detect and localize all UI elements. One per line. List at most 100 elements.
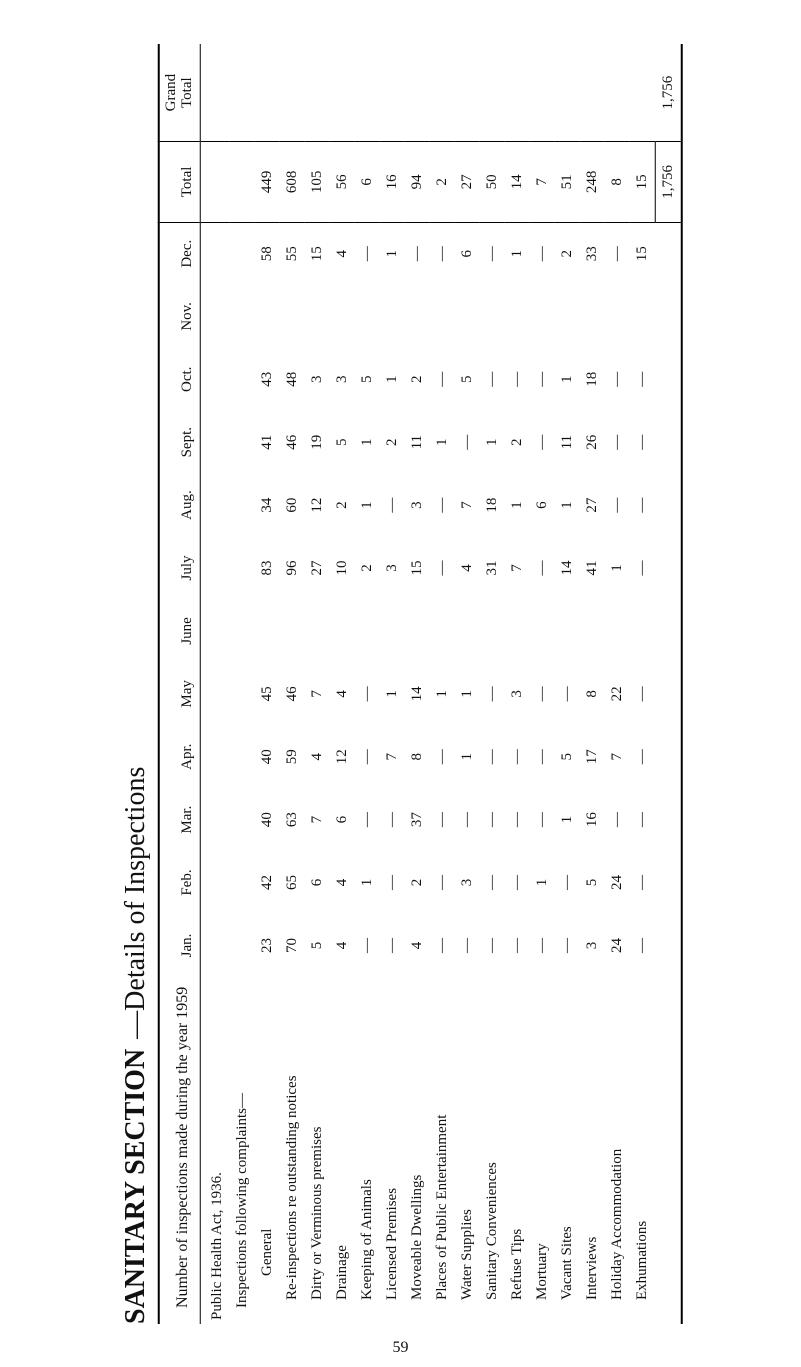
cell: — [479, 788, 504, 851]
cell [554, 284, 579, 347]
col-feb: Feb. [158, 851, 199, 914]
cell: 31 [479, 536, 504, 599]
cell: — [479, 222, 504, 285]
cell: 3 [304, 347, 329, 410]
row-label: Vacant Sites [554, 976, 579, 1323]
cell: — [504, 913, 529, 976]
grand-total: 1,756 [654, 44, 681, 142]
cell: 1 [379, 222, 404, 285]
cell: 12 [329, 725, 354, 788]
cell [429, 599, 454, 662]
cell: — [629, 536, 655, 599]
table-row: Sanitary Conveniences—————31181——50 [479, 44, 504, 1324]
cell: 12 [304, 473, 329, 536]
cell: — [479, 662, 504, 725]
cell: — [529, 347, 554, 410]
cell: 4 [329, 851, 354, 914]
cell: 1 [354, 851, 379, 914]
cell: 1 [354, 410, 379, 473]
cell: 11 [554, 410, 579, 473]
cell-grand [529, 44, 554, 142]
cell: — [629, 788, 655, 851]
col-grand-total: Grand Total [158, 44, 199, 142]
cell: 8 [404, 725, 429, 788]
cell: 4 [304, 725, 329, 788]
cell: 7 [304, 788, 329, 851]
cell [579, 284, 604, 347]
cell: 1 [429, 662, 454, 725]
cell: 14 [504, 141, 529, 221]
cell: 6 [304, 851, 329, 914]
cell: 11 [404, 410, 429, 473]
cell: 33 [579, 222, 604, 285]
cell [379, 284, 404, 347]
row-label: Moveable Dwellings [404, 976, 429, 1323]
cell: 7 [454, 473, 479, 536]
cell: 41 [254, 410, 279, 473]
table-row: Interviews35161784127261833248 [579, 44, 604, 1324]
cell: 5 [579, 851, 604, 914]
cell [329, 599, 354, 662]
cell: 16 [379, 141, 404, 221]
cell: 3 [379, 536, 404, 599]
col-may: May [158, 662, 199, 725]
cell [504, 284, 529, 347]
cell [429, 284, 454, 347]
cell-grand [629, 44, 655, 142]
cell: 24 [604, 913, 629, 976]
cell: 16 [579, 788, 604, 851]
cell: 2 [554, 222, 579, 285]
cell: 1 [504, 222, 529, 285]
row-label: Drainage [329, 976, 354, 1323]
cell: — [454, 788, 479, 851]
cell: 6 [329, 788, 354, 851]
title-rest: —Details of Inspections [119, 766, 151, 1038]
cell: 1 [604, 536, 629, 599]
cell: 1 [429, 410, 454, 473]
row-label: Places of Public Entertainment [429, 976, 454, 1323]
cell: 5 [454, 347, 479, 410]
table-row: Mortuary—1————6———7 [529, 44, 554, 1324]
cell-grand [479, 44, 504, 142]
cell: 60 [279, 473, 304, 536]
grand-total-l2: Total [179, 48, 195, 137]
cell: — [529, 913, 554, 976]
cell: 2 [404, 851, 429, 914]
cell: 48 [279, 347, 304, 410]
cell: 4 [329, 222, 354, 285]
cell: 3 [404, 473, 429, 536]
cell: 19 [304, 410, 329, 473]
cell: 6 [529, 473, 554, 536]
cell: — [354, 222, 379, 285]
cell: 40 [254, 725, 279, 788]
cell: — [504, 725, 529, 788]
cell: — [379, 851, 404, 914]
cell: 15 [629, 141, 655, 221]
cell: 2 [429, 141, 454, 221]
cell: 14 [404, 662, 429, 725]
cell: 1 [454, 662, 479, 725]
col-july: July [158, 536, 199, 599]
cell: — [454, 913, 479, 976]
cell: 24 [604, 851, 629, 914]
col-aug: Aug. [158, 473, 199, 536]
cell: — [604, 222, 629, 285]
row-label: General [254, 976, 279, 1323]
cell: — [429, 788, 454, 851]
col-dec: Dec. [158, 222, 199, 285]
cell: 59 [279, 725, 304, 788]
cell: — [479, 725, 504, 788]
cell: 2 [329, 473, 354, 536]
cell: — [504, 851, 529, 914]
cell: 1 [379, 662, 404, 725]
cell [579, 599, 604, 662]
cell: — [529, 788, 554, 851]
cell: 15 [404, 536, 429, 599]
cell: — [379, 788, 404, 851]
cell: 1 [454, 725, 479, 788]
cell: 1 [504, 473, 529, 536]
cell: — [429, 473, 454, 536]
cell: 8 [604, 141, 629, 221]
cell: 1 [479, 410, 504, 473]
cell [354, 284, 379, 347]
